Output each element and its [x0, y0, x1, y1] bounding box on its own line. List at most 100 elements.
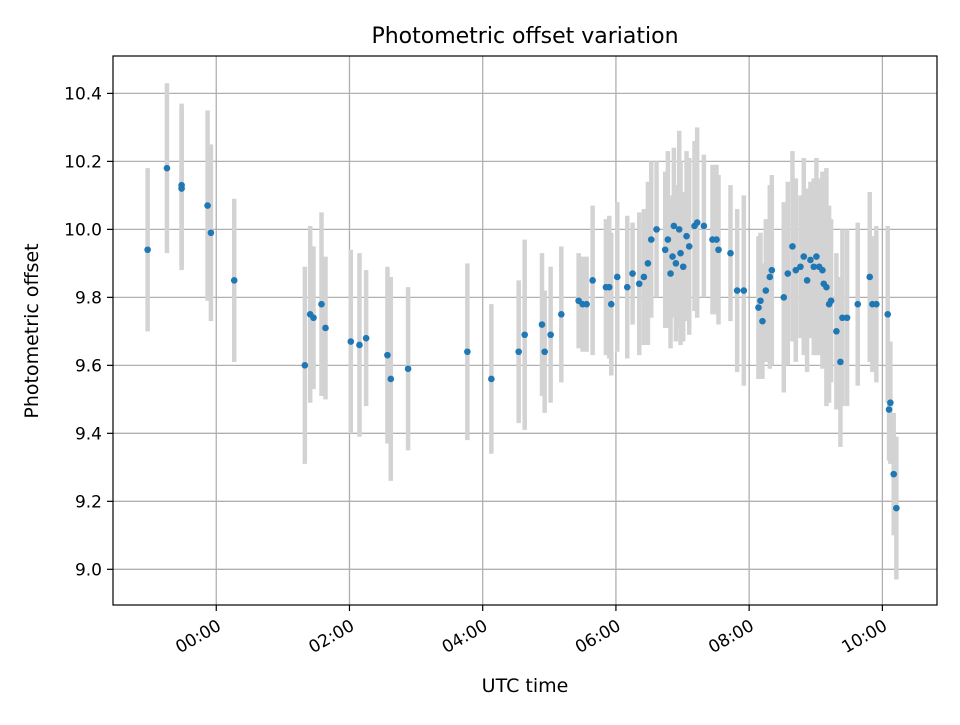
y-tick-label: 10.0 — [64, 220, 102, 240]
data-point — [384, 351, 391, 359]
data-point — [583, 300, 590, 308]
data-point — [667, 270, 674, 277]
data-point — [362, 334, 370, 342]
data-point — [827, 297, 835, 305]
data-point — [762, 287, 770, 294]
data-point — [733, 287, 741, 294]
y-tick-label: 9.4 — [75, 424, 102, 444]
data-point — [700, 222, 708, 230]
data-point — [675, 226, 683, 233]
data-point — [866, 273, 874, 281]
data-point — [803, 277, 811, 284]
grid-lines — [113, 56, 937, 605]
data-point — [885, 406, 893, 413]
data-point — [322, 324, 329, 332]
data-point — [144, 246, 151, 254]
data-point — [230, 277, 238, 284]
data-point — [178, 185, 185, 192]
data-point — [669, 253, 676, 260]
data-point — [800, 253, 808, 260]
data-point — [833, 328, 840, 335]
data-point — [693, 219, 701, 226]
data-point — [766, 273, 774, 281]
data-point — [819, 266, 826, 274]
data-point — [757, 297, 764, 305]
y-tick-label: 9.2 — [75, 492, 102, 512]
plot-frame — [112, 55, 938, 606]
data-point — [664, 236, 672, 243]
data-point — [843, 314, 851, 322]
data-point — [740, 287, 748, 294]
data-point — [784, 270, 792, 277]
data-point — [635, 280, 643, 288]
data-point — [683, 232, 690, 240]
y-tick-label: 9.6 — [75, 356, 102, 376]
data-point — [207, 229, 215, 237]
data-point — [873, 300, 880, 308]
data-point — [887, 399, 894, 407]
data-point — [679, 263, 687, 271]
data-point — [589, 277, 596, 284]
data-point — [629, 270, 636, 277]
data-point — [538, 321, 546, 328]
data-point — [301, 362, 309, 369]
axis-ticks: 00:00 02:00 04:00 06:00 08:00 10:009.09.29.49… — [64, 84, 891, 657]
data-point — [521, 331, 528, 339]
data-point — [661, 246, 669, 254]
data-point — [488, 375, 495, 383]
data-point — [837, 358, 844, 366]
data-point — [884, 311, 892, 318]
data-point — [713, 236, 720, 243]
data-point — [623, 283, 631, 291]
data-point — [759, 317, 766, 325]
data-point — [813, 253, 820, 260]
chart-title: Photometric offset variation — [371, 24, 678, 49]
data-point — [204, 202, 211, 209]
data-point — [640, 273, 648, 281]
data-point — [768, 266, 776, 274]
data-point — [677, 249, 684, 257]
data-point — [558, 311, 565, 318]
data-point — [715, 246, 722, 254]
data-point — [404, 365, 412, 373]
data-point — [672, 260, 680, 267]
data-point — [607, 300, 615, 308]
y-tick-label: 10.2 — [64, 152, 102, 172]
y-tick-label: 10.4 — [64, 84, 102, 104]
data-point — [310, 314, 317, 322]
data-point — [356, 341, 363, 349]
data-point — [515, 348, 522, 356]
data-point — [670, 222, 678, 230]
data-point — [810, 263, 818, 271]
data-point — [347, 338, 355, 345]
data-point — [605, 283, 613, 291]
data-point — [541, 348, 548, 356]
data-point — [685, 243, 693, 250]
y-axis-label: Photometric offset — [21, 243, 43, 418]
data-point — [464, 348, 471, 356]
data-point — [613, 273, 621, 281]
data-point — [890, 470, 898, 478]
data-point — [823, 283, 830, 291]
data-point — [893, 504, 900, 512]
x-axis-label: UTC time — [482, 675, 569, 697]
data-points — [144, 164, 900, 512]
data-point — [792, 266, 800, 274]
data-point — [854, 300, 862, 308]
data-point — [780, 294, 788, 301]
data-point — [647, 236, 655, 243]
y-tick-label: 9.0 — [75, 560, 102, 580]
data-point — [807, 256, 814, 264]
y-tick-label: 9.8 — [75, 288, 102, 308]
data-point — [755, 304, 762, 311]
data-point — [547, 331, 554, 339]
data-point — [727, 249, 734, 257]
data-point — [797, 263, 804, 271]
data-point — [318, 300, 325, 308]
data-point — [163, 164, 171, 172]
data-point — [789, 243, 796, 250]
data-point — [653, 226, 660, 233]
